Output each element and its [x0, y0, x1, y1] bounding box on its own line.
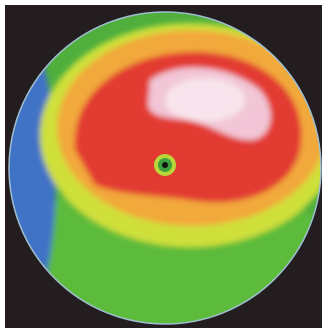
pink-core — [165, 78, 245, 122]
center-dot — [162, 162, 168, 168]
blue-zone — [9, 25, 56, 324]
disc — [9, 12, 321, 324]
disc-outline — [8, 11, 322, 325]
